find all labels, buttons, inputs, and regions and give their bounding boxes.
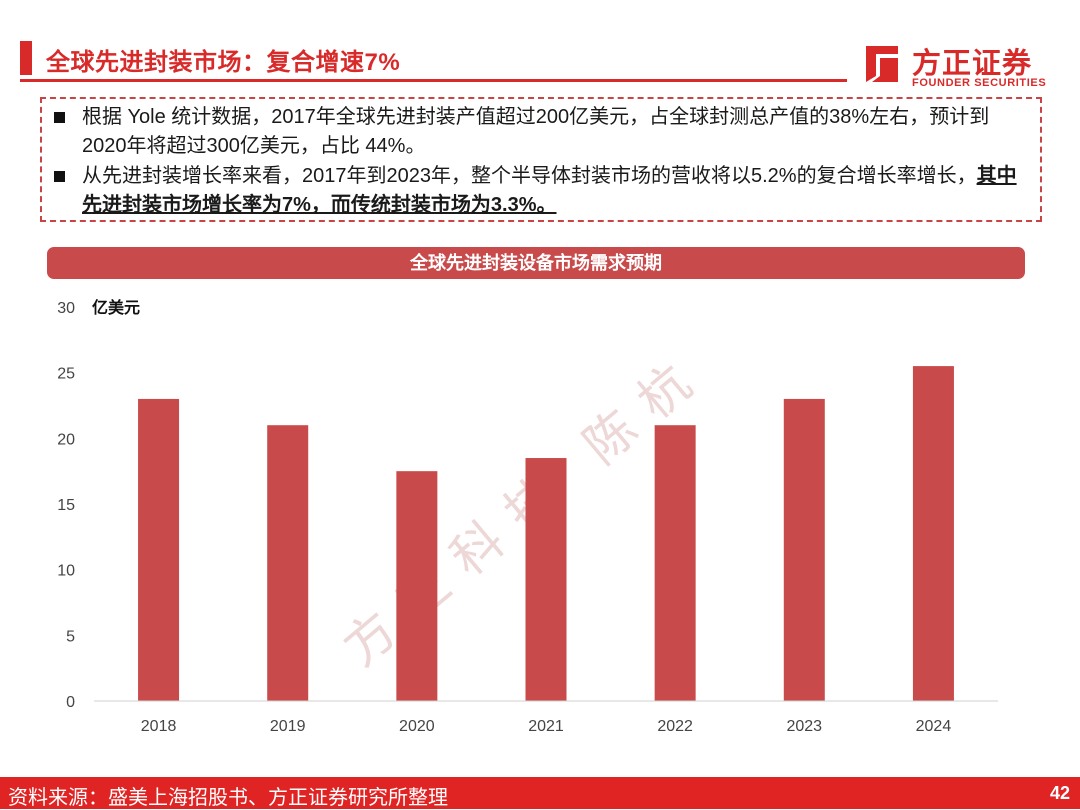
page-number: 42 — [1049, 783, 1070, 803]
y-tick-label: 25 — [57, 366, 75, 383]
bar — [267, 425, 309, 701]
summary-box: 根据 Yole 统计数据，2017年全球先进封装产值超过200亿美元，占全球封测… — [40, 97, 1042, 222]
x-tick-label: 2023 — [786, 718, 822, 735]
y-tick-label: 0 — [66, 694, 75, 711]
bar — [783, 398, 825, 701]
y-tick-label: 20 — [57, 431, 75, 448]
source-note: 资料来源：盛美上海招股书、方正证券研究所整理 — [8, 787, 448, 809]
watermark-text: 方正科技 陈杭 — [333, 342, 717, 677]
x-tick-label: 2018 — [141, 718, 177, 735]
x-tick-label: 2022 — [657, 718, 693, 735]
y-tick-label: 5 — [66, 628, 75, 645]
x-tick-label: 2019 — [270, 718, 306, 735]
bullet-square-icon — [54, 112, 65, 123]
bullet-text-emphasis: 其中先进封装市场增长率为7%，而传统封装市场为3.3%。 — [82, 165, 1017, 216]
bar — [396, 471, 438, 701]
bar — [525, 458, 567, 701]
logo-name-cn: 方正证券 — [912, 48, 1033, 80]
bar — [654, 425, 696, 701]
title-divider — [20, 79, 847, 82]
bullet-square-icon — [54, 171, 65, 182]
y-tick-label: 15 — [57, 497, 75, 514]
x-tick-label: 2021 — [528, 718, 564, 735]
logo-name-en: FOUNDER SECURITIES — [912, 77, 1047, 89]
bullet-text: 从先进封装增长率来看，2017年到2023年，整个半导体封装市场的营收将以5.2… — [82, 162, 1032, 220]
y-axis-unit-label: 亿美元 — [92, 298, 140, 317]
bullet-text: 根据 Yole 统计数据，2017年全球先进封装产值超过200亿美元，占全球封测… — [82, 106, 990, 157]
page-title: 全球先进封装市场：复合增速7% — [46, 49, 401, 76]
x-tick-label: 2020 — [399, 718, 435, 735]
x-tick-label: 2024 — [916, 718, 952, 735]
footer-bar: 资料来源：盛美上海招股书、方正证券研究所整理 42 — [0, 777, 1080, 809]
y-tick-label: 30 — [57, 300, 75, 317]
title-accent-bar — [20, 41, 32, 75]
founder-logo-icon — [866, 46, 898, 82]
chart-title-band: 全球先进封装设备市场需求预期 — [47, 247, 1025, 279]
brand-logo: 方正证券 FOUNDER SECURITIES — [862, 40, 1046, 90]
bar — [912, 366, 954, 701]
bullet-text-plain: 从先进封装增长率来看，2017年到2023年，整个半导体封装市场的营收将以5.2… — [82, 165, 977, 187]
y-tick-label: 10 — [57, 563, 75, 580]
bar — [138, 398, 180, 701]
